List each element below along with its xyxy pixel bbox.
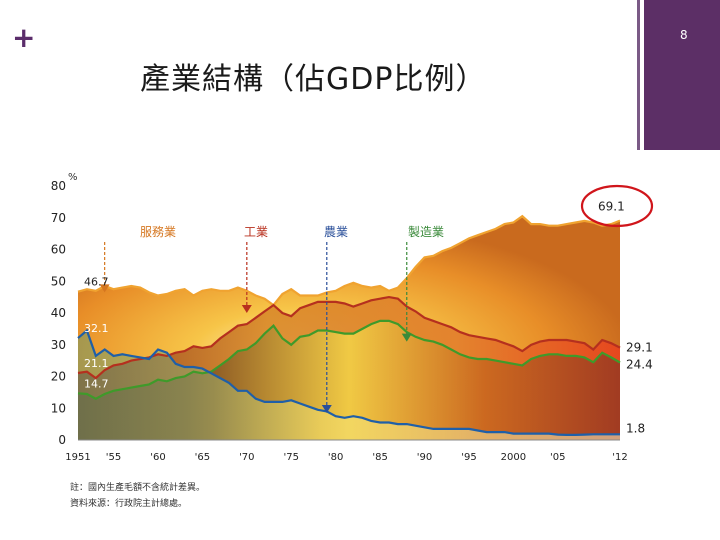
y-tick-label: 0	[58, 433, 66, 447]
y-tick-label: 80	[51, 179, 66, 193]
legend-label-2: 農業	[324, 225, 348, 239]
y-tick-label: 10	[51, 401, 66, 415]
legend-arrow-head-3	[401, 333, 412, 342]
end-value-label-2: 24.4	[626, 358, 653, 372]
chart-note: 註：國內生產毛額不含統計差異。	[70, 483, 206, 493]
end-value-label-0: 69.1	[598, 200, 625, 214]
decorative-line	[637, 0, 640, 150]
legend-arrow-head-1	[241, 305, 252, 313]
legend-arrow-head-0	[99, 284, 110, 293]
x-tick-label: '70	[239, 452, 254, 463]
start-value-label-1: 32.1	[84, 322, 109, 335]
end-value-label-3: 1.8	[626, 421, 645, 435]
start-value-label-0: 46.7	[84, 276, 109, 289]
y-tick-label: 20	[51, 370, 66, 384]
slide-title: 產業結構（佔GDP比例）	[140, 62, 487, 97]
x-tick-label: 1951	[65, 452, 90, 463]
start-value-label-3: 14.7	[84, 377, 109, 390]
page-number: 8	[680, 28, 688, 42]
highlight-circle	[580, 184, 654, 228]
x-tick-label: '60	[150, 452, 165, 463]
start-value-label-2: 21.1	[84, 357, 109, 370]
area-agriculture	[78, 330, 620, 440]
x-tick-label: 2000	[501, 452, 526, 463]
end-value-label-1: 29.1	[626, 341, 653, 355]
y-axis-label: %	[68, 172, 78, 183]
legend-arrow-head-2	[321, 405, 332, 414]
y-tick-label: 40	[51, 306, 66, 320]
x-tick-label: '95	[461, 452, 476, 463]
y-tick-label: 70	[51, 211, 66, 225]
x-tick-label: '75	[284, 452, 299, 463]
series-line-services	[77, 214, 621, 307]
series-line-agriculture	[77, 328, 620, 436]
plus-icon: +	[12, 21, 36, 54]
legend-label-1: 工業	[244, 225, 268, 239]
x-tick-label: '05	[550, 452, 565, 463]
y-tick-label: 50	[51, 274, 66, 288]
legend-label-0: 服務業	[140, 225, 176, 239]
legend-label-3: 製造業	[408, 225, 444, 239]
x-tick-label: '12	[612, 452, 627, 463]
x-tick-label: '65	[195, 452, 210, 463]
x-tick-label: '85	[372, 452, 387, 463]
series-line-manufacturing	[77, 319, 621, 400]
y-tick-label: 30	[51, 338, 66, 352]
chart-source: 資料來源：行政院主計總處。	[70, 499, 188, 509]
x-tick-label: '55	[106, 452, 121, 463]
x-tick-label: '90	[417, 452, 432, 463]
y-tick-label: 60	[51, 243, 66, 257]
decorative-purple-bar	[644, 0, 720, 150]
x-tick-label: '80	[328, 452, 343, 463]
